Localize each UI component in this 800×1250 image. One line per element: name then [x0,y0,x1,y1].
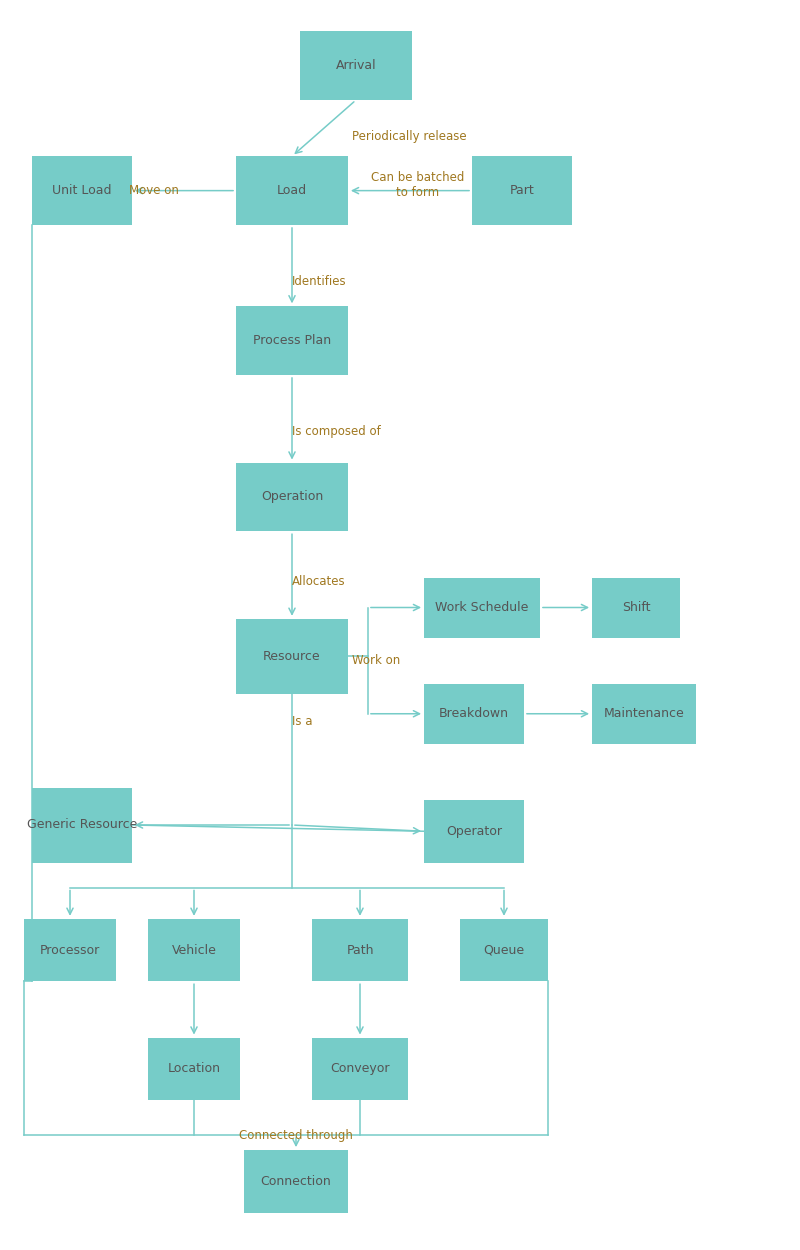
Text: Maintenance: Maintenance [604,707,684,720]
Text: Can be batched
to form: Can be batched to form [371,171,464,199]
Text: Work Schedule: Work Schedule [435,601,529,614]
FancyBboxPatch shape [32,788,132,862]
Text: Part: Part [510,184,534,198]
Text: Process Plan: Process Plan [253,334,331,348]
Text: Identifies: Identifies [292,275,346,288]
Text: Unit Load: Unit Load [52,184,112,198]
FancyBboxPatch shape [424,800,524,862]
FancyBboxPatch shape [312,919,408,981]
FancyBboxPatch shape [148,919,240,981]
FancyBboxPatch shape [236,156,348,225]
Text: Vehicle: Vehicle [171,944,217,956]
FancyBboxPatch shape [148,1038,240,1100]
Text: Path: Path [346,944,374,956]
FancyBboxPatch shape [236,619,348,694]
FancyBboxPatch shape [460,919,548,981]
Text: Location: Location [167,1062,221,1075]
Text: Is a: Is a [292,715,313,727]
Text: Processor: Processor [40,944,100,956]
Text: Breakdown: Breakdown [439,707,509,720]
FancyBboxPatch shape [236,462,348,531]
Text: Periodically release: Periodically release [352,130,466,142]
Text: Is composed of: Is composed of [292,425,381,438]
FancyBboxPatch shape [472,156,572,225]
FancyBboxPatch shape [236,306,348,375]
FancyBboxPatch shape [592,578,680,638]
Text: Operation: Operation [261,490,323,504]
Text: Connected through: Connected through [239,1129,353,1141]
Text: Resource: Resource [263,650,321,662]
Text: Conveyor: Conveyor [330,1062,390,1075]
Text: Move on: Move on [130,184,179,196]
FancyBboxPatch shape [32,156,132,225]
FancyBboxPatch shape [592,684,696,744]
Text: Allocates: Allocates [292,575,346,587]
Text: Arrival: Arrival [336,59,376,72]
FancyBboxPatch shape [312,1038,408,1100]
FancyBboxPatch shape [300,31,412,100]
Text: Queue: Queue [483,944,525,956]
Text: Generic Resource: Generic Resource [27,819,137,831]
Text: Load: Load [277,184,307,198]
FancyBboxPatch shape [24,919,116,981]
FancyBboxPatch shape [424,578,540,638]
Text: Work on: Work on [352,654,400,666]
Text: Shift: Shift [622,601,650,614]
FancyBboxPatch shape [244,1150,348,1212]
FancyBboxPatch shape [424,684,524,744]
Text: Operator: Operator [446,825,502,838]
Text: Connection: Connection [261,1175,331,1188]
